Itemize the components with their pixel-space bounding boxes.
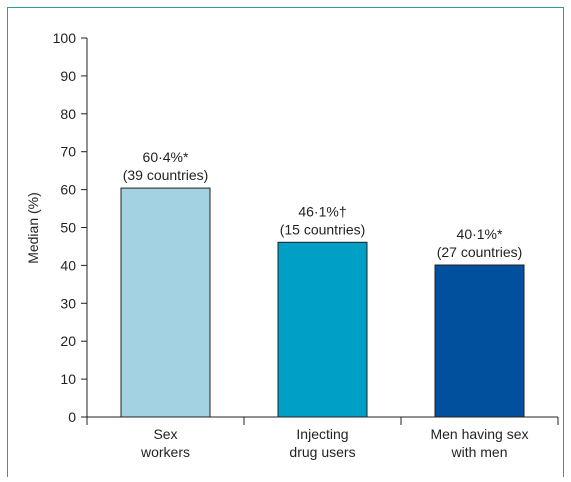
y-tick-label: 30 [60,295,76,311]
y-tick-label: 50 [60,220,76,236]
x-category-label: Sex [153,426,177,442]
bar-countries-label: (27 countries) [437,244,523,260]
x-category-label: Men having sex [430,426,528,442]
bar [277,241,368,418]
x-category-label: workers [140,444,190,460]
y-tick-label: 10 [60,371,76,387]
y-tick-label: 100 [53,30,77,46]
y-tick-label: 80 [60,106,76,122]
y-tick-label: 20 [60,333,76,349]
y-tick-label: 90 [60,68,76,84]
y-tick-label: 70 [60,144,76,160]
bar-countries-label: (39 countries) [123,167,209,183]
bar-value-label: 46·1%† [298,203,346,219]
x-category-label: with men [450,444,507,460]
y-tick-label: 0 [68,409,76,425]
y-tick-label: 40 [60,257,76,273]
y-tick-label: 60 [60,182,76,198]
x-category-label: drug users [289,444,355,460]
bar-value-label: 60·4%* [143,149,189,165]
bar [120,187,211,418]
bar-countries-label: (15 countries) [280,221,366,237]
x-category-label: Injecting [296,426,348,442]
bar [434,264,525,418]
chart-border [7,7,564,477]
bar-value-label: 40·1%* [457,226,503,242]
y-axis-title: Median (%) [25,192,41,264]
